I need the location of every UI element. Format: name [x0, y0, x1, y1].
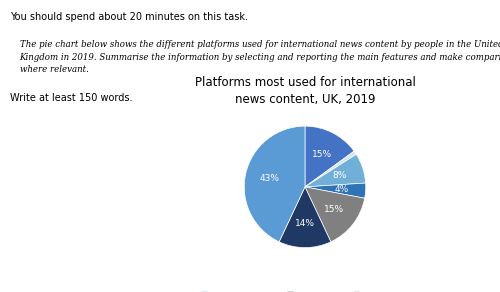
Text: 8%: 8% [332, 171, 347, 180]
Text: Write at least 150 words.: Write at least 150 words. [10, 93, 132, 103]
Wedge shape [305, 151, 356, 187]
Text: You should spend about 20 minutes on this task.: You should spend about 20 minutes on thi… [10, 12, 248, 22]
Text: 43%: 43% [260, 174, 280, 183]
Wedge shape [244, 126, 305, 242]
Wedge shape [305, 126, 354, 187]
Legend: Not Interested, Word of mouth, Printed Newspapers, Radio, Other Internet, Social: Not Interested, Word of mouth, Printed N… [198, 289, 412, 292]
Title: Platforms most used for international
news content, UK, 2019: Platforms most used for international ne… [194, 76, 416, 106]
Text: 4%: 4% [334, 185, 348, 194]
Text: 15%: 15% [324, 205, 344, 214]
Text: The pie chart below shows the different platforms used for international news co: The pie chart below shows the different … [20, 40, 500, 74]
Wedge shape [305, 154, 366, 187]
Text: 14%: 14% [295, 219, 315, 228]
Text: 15%: 15% [312, 150, 332, 159]
Wedge shape [305, 187, 364, 242]
Wedge shape [279, 187, 331, 248]
Wedge shape [305, 183, 366, 198]
